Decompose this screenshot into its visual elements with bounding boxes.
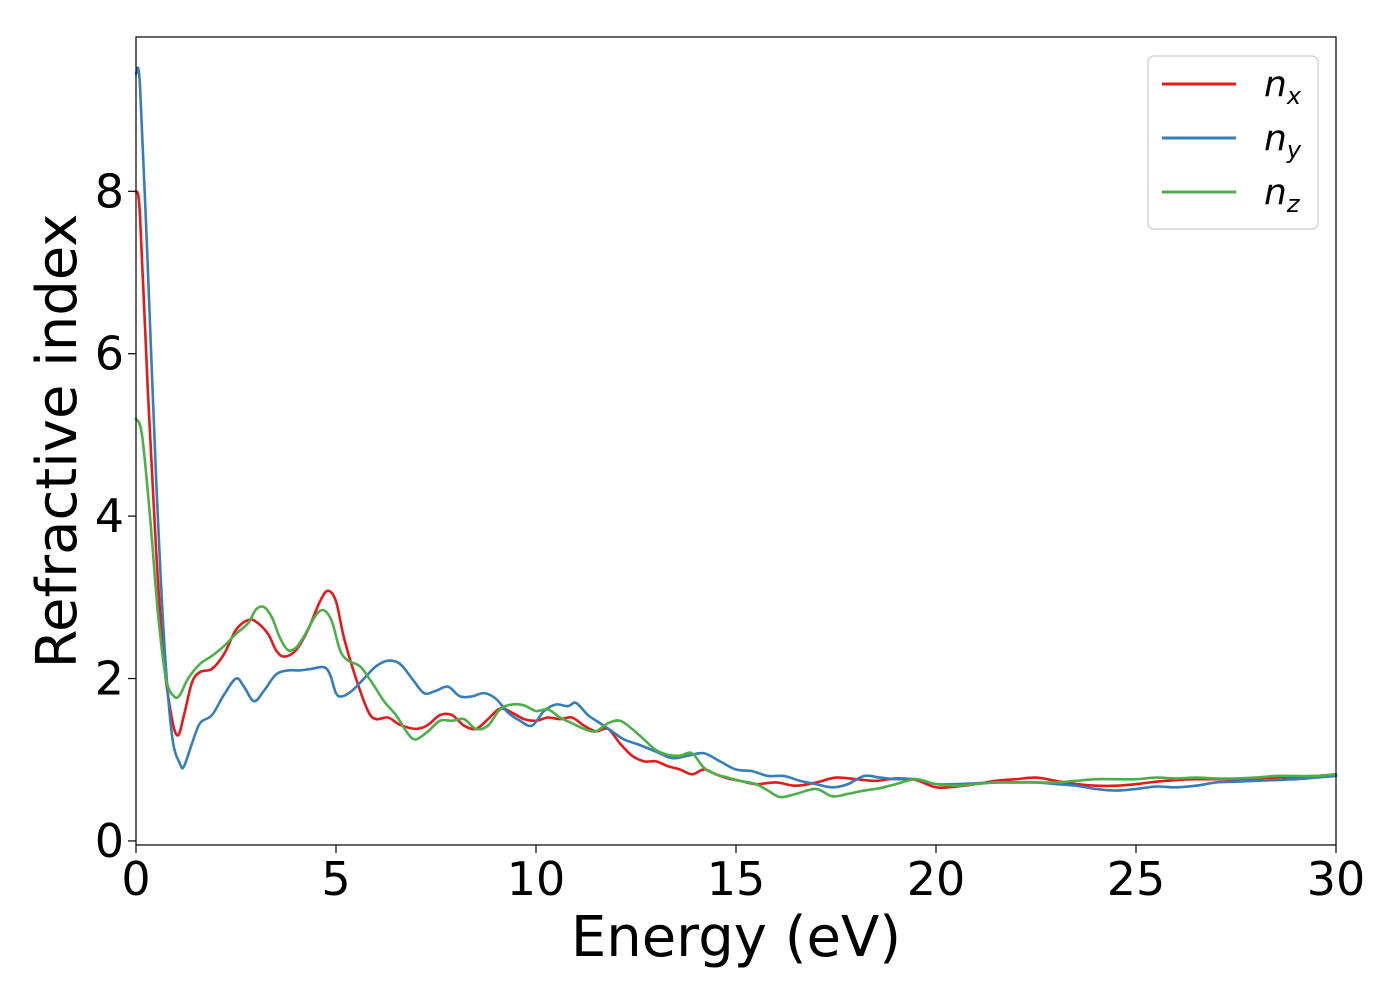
x-tick-label: 20 [907, 852, 966, 906]
x-tick-label: 15 [707, 852, 766, 906]
x-axis-title: Energy (eV) [571, 905, 901, 970]
legend-label-z: nz [1264, 172, 1301, 218]
y-tick-label: 2 [95, 652, 124, 706]
x-tick-label: 5 [321, 852, 350, 906]
series-layer [134, 66, 1338, 799]
y-tick-label: 8 [95, 164, 124, 218]
legend-label-x: nx [1264, 64, 1302, 110]
y-tick-label: 0 [95, 814, 124, 868]
y-axis-title: Refractive index [25, 214, 90, 669]
x-tick-label: 10 [507, 852, 566, 906]
legend: nx ny nz [1147, 55, 1319, 230]
series-line-z [134, 417, 1338, 799]
legend-label-y: ny [1264, 118, 1302, 164]
x-axis: 0 5 10 15 20 25 30 [121, 845, 1365, 906]
y-tick-label: 4 [95, 489, 124, 543]
y-tick-label: 6 [95, 327, 124, 381]
x-tick-label: 30 [1307, 852, 1366, 906]
legend-box [1147, 55, 1319, 230]
y-axis: 0 2 4 6 8 [95, 164, 136, 868]
x-tick-label: 25 [1107, 852, 1166, 906]
x-tick-label: 0 [121, 852, 150, 906]
